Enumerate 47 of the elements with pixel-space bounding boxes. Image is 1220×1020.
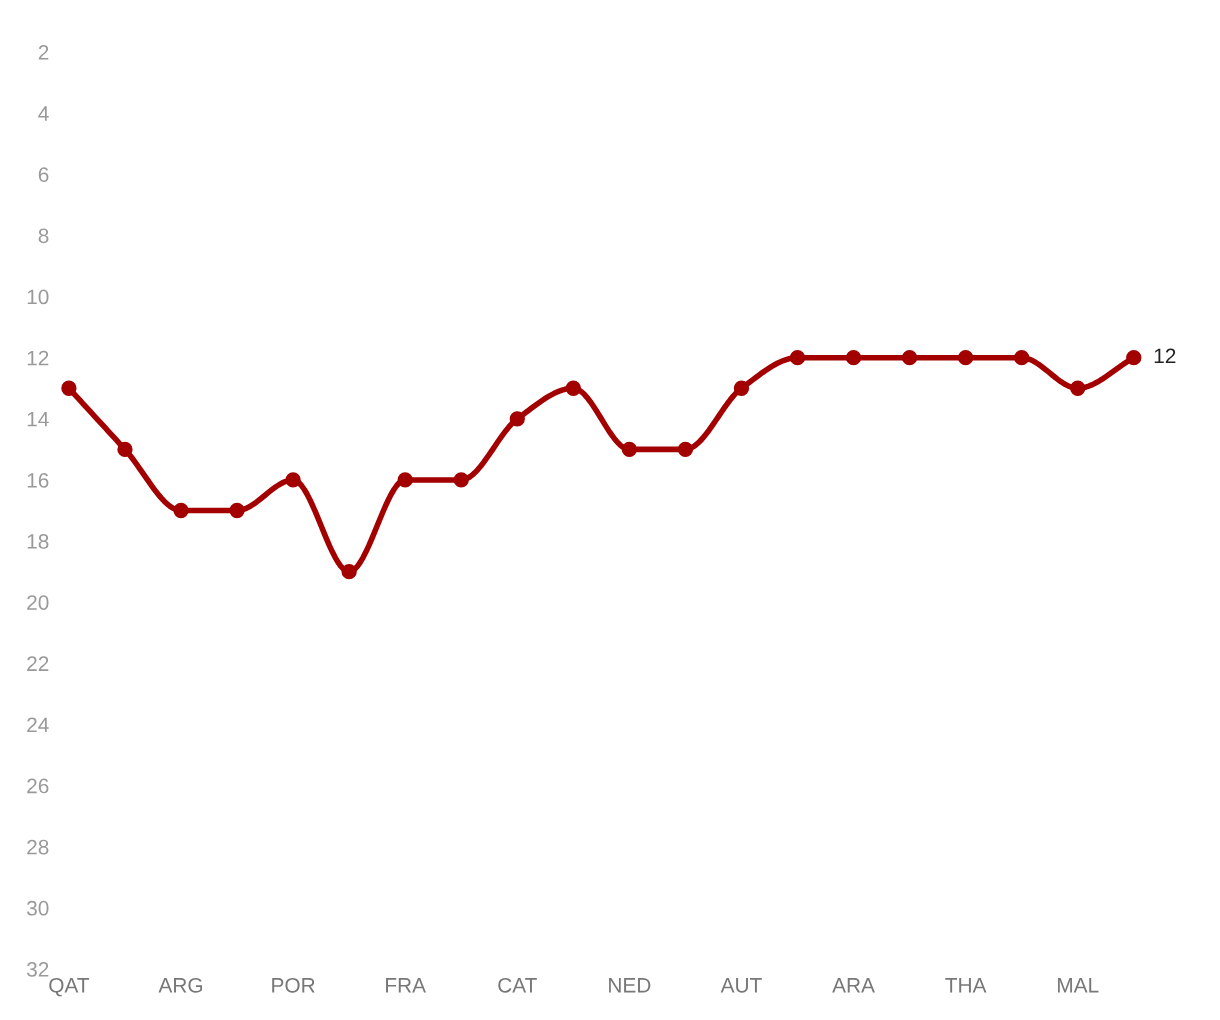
point [901,350,918,366]
y-tick-label: 20 [27,595,49,610]
x-tick-label: CAT [498,977,537,993]
point [453,472,469,488]
point [229,502,245,519]
point [397,472,413,488]
point [285,472,301,488]
y-tick-label: 4 [38,106,49,121]
y-tick-label: 18 [27,534,49,549]
y-tick-label: 30 [26,900,49,916]
x-tick-label: AUT [720,978,762,993]
y-tick-label: 10 [27,289,49,305]
point [677,441,694,458]
x-tick-label: ARA [832,978,875,993]
y-tick-label: 8 [38,228,49,244]
point [117,441,133,458]
y-tick-label: 16 [27,472,49,488]
point [565,380,581,396]
data-label: 12 [1154,348,1176,364]
point [1014,350,1030,366]
y-tick-label: 32 [26,962,49,977]
x-tick-label: MAL [1058,978,1099,993]
point [789,350,806,366]
point [958,350,974,366]
y-tick-label: 22 [27,656,49,671]
point [509,411,525,427]
y-tick-label: 2 [38,45,49,60]
y-tick-label: 14 [27,412,49,427]
x-tick-label: QAT [49,977,90,997]
x-tick-label: POR [272,977,315,993]
point [621,441,638,458]
y-tick-label: 26 [27,778,49,794]
x-tick-label: NED [609,978,651,993]
point [845,350,862,366]
point [61,380,77,396]
x-tick-label: FRA [386,978,426,993]
point [733,380,750,396]
y-tick-label: 28 [27,839,49,855]
y-tick-label: 24 [27,717,49,733]
point [1126,350,1142,366]
y-tick-label: 12 [27,350,49,366]
point [1070,380,1086,396]
point [173,502,189,519]
y-tick-label: 6 [38,167,49,183]
x-tick-label: THA [945,978,987,993]
point [341,564,357,580]
x-tick-label: ARG [158,977,203,993]
